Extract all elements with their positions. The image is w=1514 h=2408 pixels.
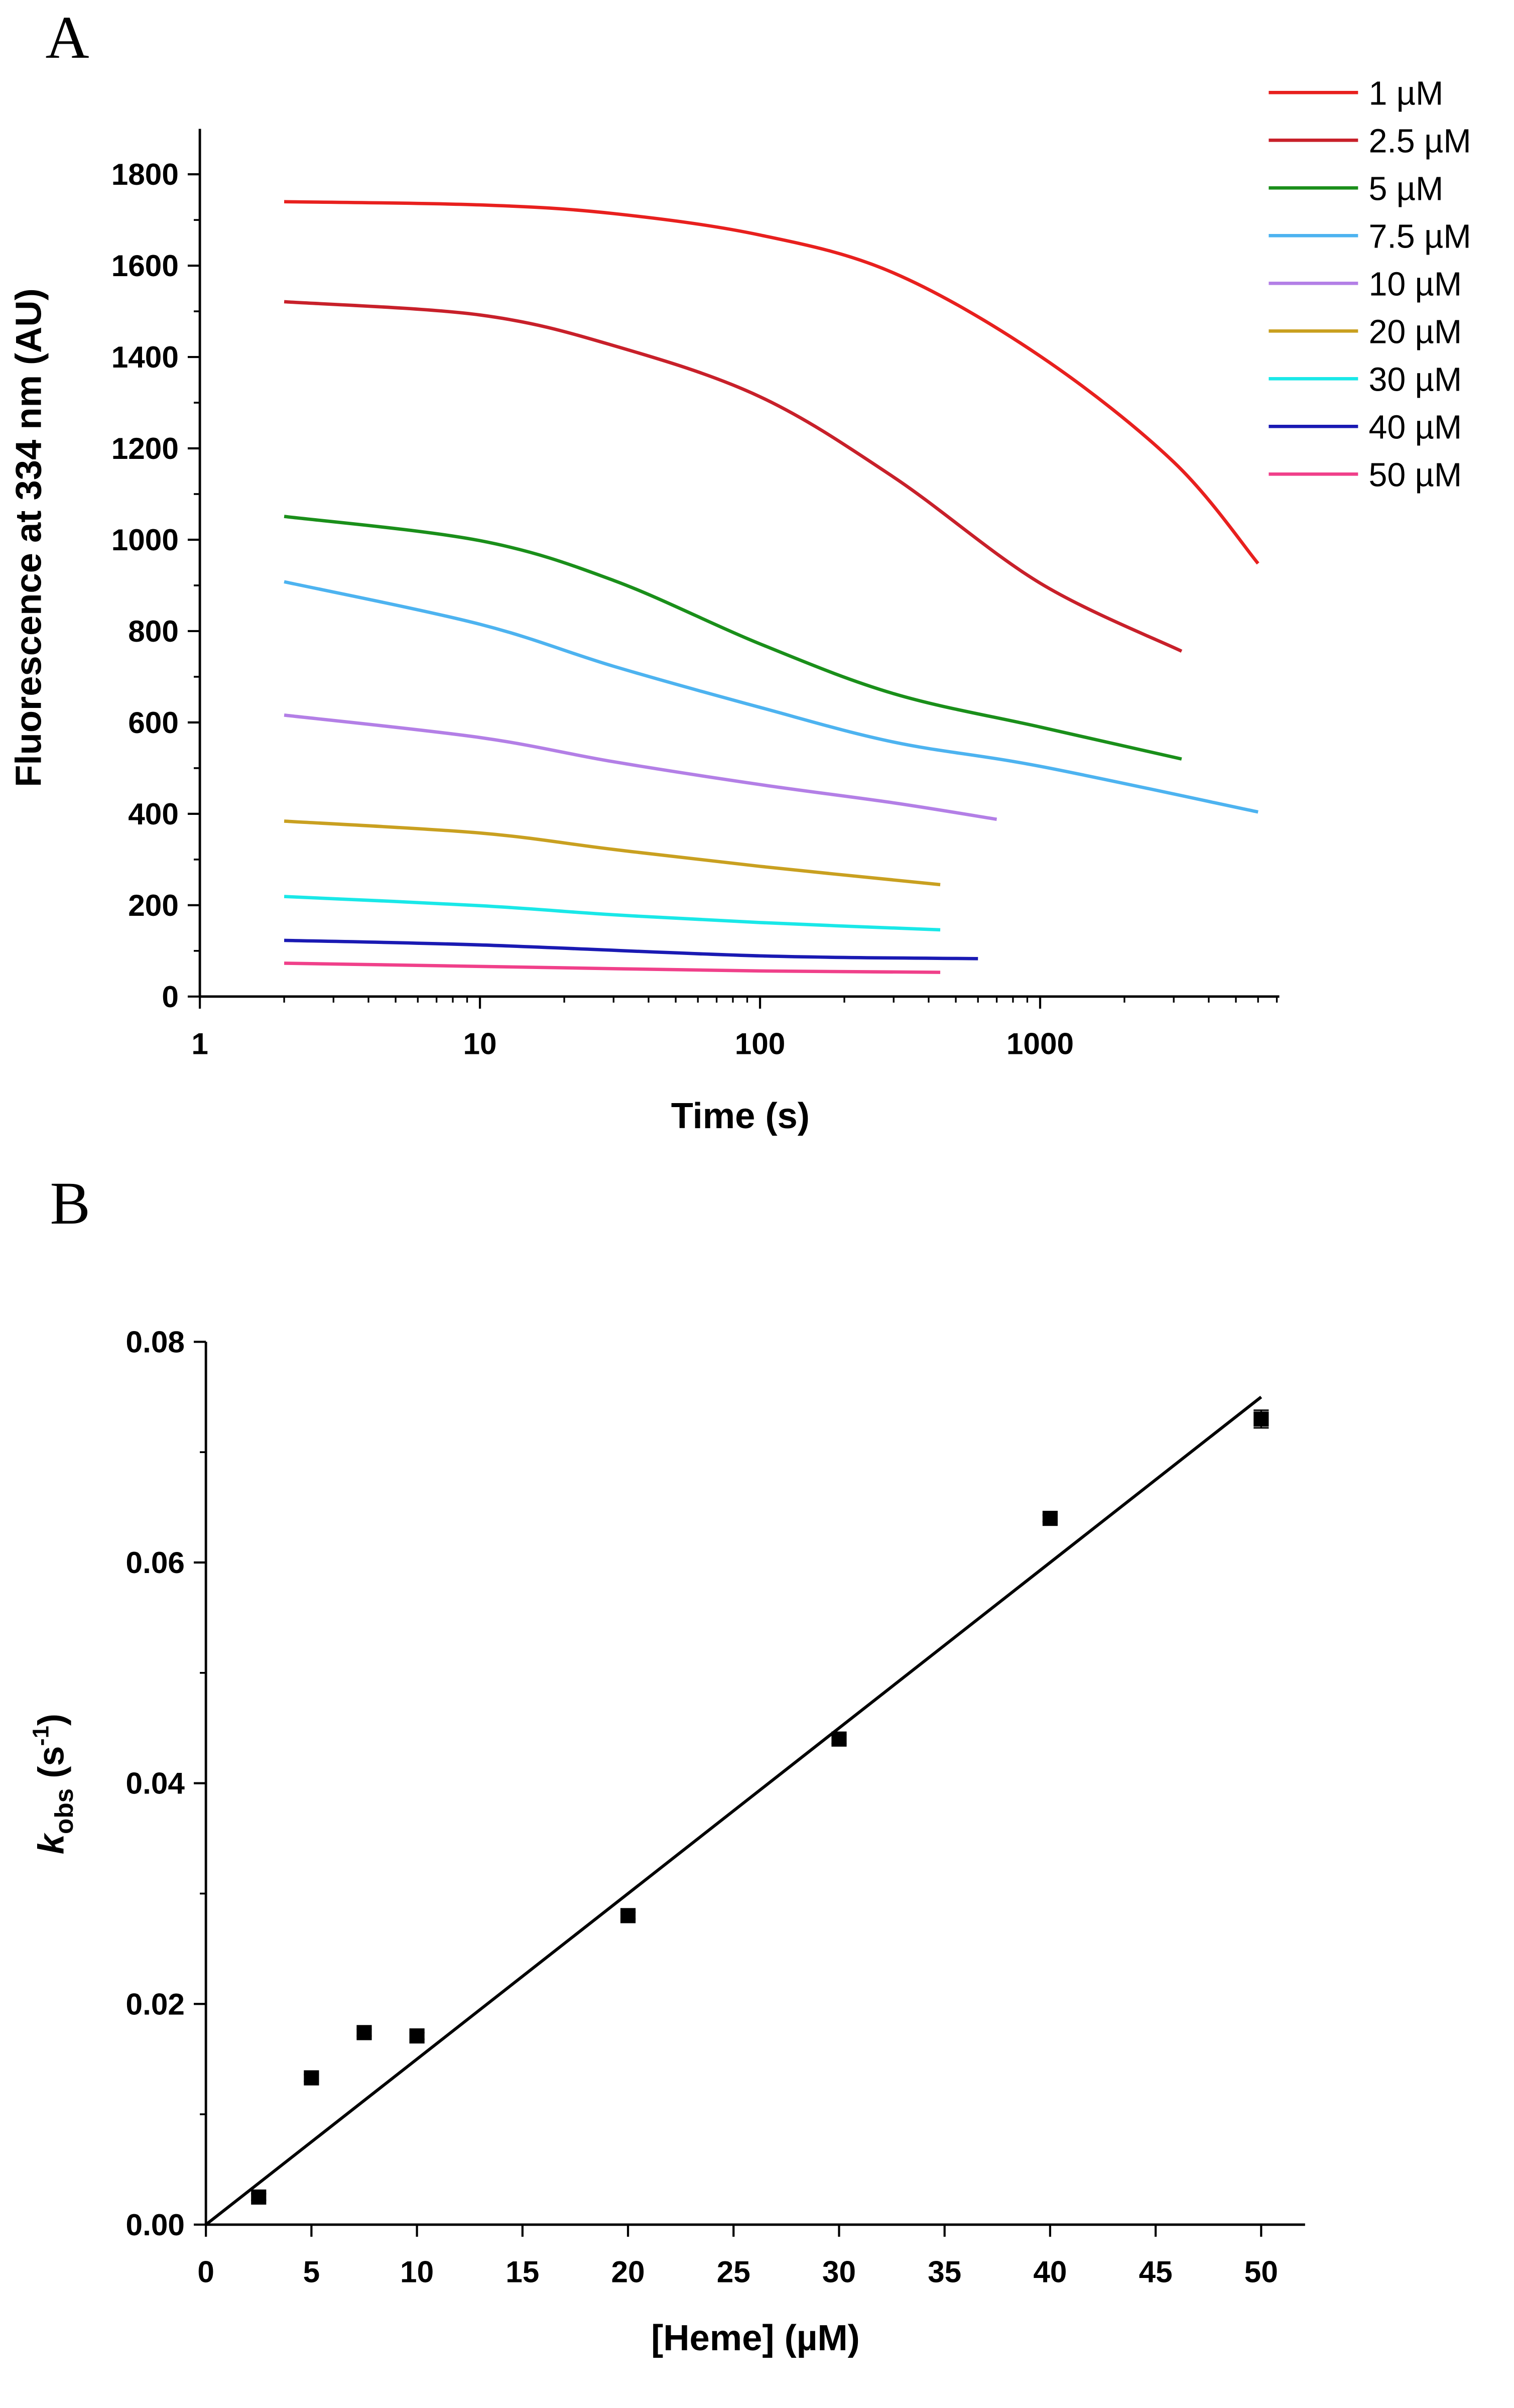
- legend-label: 5 µM: [1368, 170, 1443, 207]
- data-point: [251, 2189, 267, 2205]
- y-tick-label: 1600: [111, 249, 179, 283]
- x-tick-label: 5: [303, 2254, 320, 2289]
- x-tick-label: 10: [400, 2254, 434, 2289]
- chart-a: 0 200 400 600 800 1000 1200 1400 1600 1800 1 10 100 1…: [8, 75, 1471, 1136]
- y-tick-label: 400: [128, 797, 179, 831]
- series-line: [284, 580, 1258, 814]
- x-tick-label: 45: [1139, 2254, 1173, 2289]
- series-line: [284, 200, 1259, 565]
- series-line: [284, 713, 997, 821]
- y-label-k: k: [31, 1832, 72, 1854]
- y-tick-label: 1400: [111, 340, 179, 374]
- y-tick-label: 600: [128, 705, 179, 740]
- x-tick-label: 30: [822, 2254, 856, 2289]
- y-tick-label: 0.04: [126, 1766, 185, 1800]
- y-label-subscript: obs: [50, 1788, 78, 1834]
- x-tick-label: 1: [191, 1026, 208, 1060]
- x-tick-label: 10: [463, 1026, 497, 1060]
- y-tick-label: 200: [128, 888, 179, 922]
- fit-line: [205, 1395, 1263, 2226]
- legend-label: 1 µM: [1368, 75, 1443, 112]
- x-tick-label: 1000: [1006, 1026, 1074, 1060]
- series-line: [284, 515, 1182, 761]
- panel-label-a: A: [45, 4, 89, 71]
- y-tick-label: 800: [128, 614, 179, 648]
- series-line: [284, 961, 941, 974]
- y-tick-label: 0: [162, 980, 179, 1014]
- legend-label: 20 µM: [1368, 313, 1462, 350]
- data-point: [620, 1908, 636, 1923]
- data-point: [1253, 1411, 1269, 1427]
- chart-b: 0.00 0.02 0.04 0.06 0.08 0 5 10 15 20 25 30 35 40 45 50…: [28, 1325, 1305, 2358]
- y-tick-label: 1000: [111, 523, 179, 557]
- series-line: [284, 819, 941, 887]
- x-tick-label: 20: [611, 2254, 645, 2289]
- legend-label: 30 µM: [1368, 361, 1462, 398]
- series-line: [284, 938, 978, 960]
- x-axis-label: [Heme] (µM): [651, 2318, 860, 2358]
- legend-label: 50 µM: [1368, 456, 1462, 494]
- y-tick-label: 1800: [111, 157, 179, 191]
- data-point: [831, 1731, 847, 1747]
- x-tick-label: 35: [928, 2254, 961, 2289]
- x-tick-label: 15: [506, 2254, 539, 2289]
- series-line: [284, 895, 941, 932]
- y-tick-label: 0.00: [126, 2208, 185, 2242]
- x-tick-label: 0: [197, 2254, 214, 2289]
- y-tick-label: 0.08: [126, 1325, 185, 1359]
- legend-label: 10 µM: [1368, 266, 1462, 303]
- panel-label-b: B: [50, 1170, 90, 1237]
- y-label-unit: (s: [31, 1746, 72, 1788]
- y-tick-label: 0.06: [126, 1545, 185, 1580]
- legend-label: 2.5 µM: [1368, 123, 1471, 160]
- x-tick-label: 100: [735, 1026, 786, 1060]
- y-label-close: ): [31, 1714, 72, 1726]
- y-axis-label: kobs (s-1): [28, 1714, 78, 1854]
- series-line: [284, 300, 1183, 653]
- legend-label: 7.5 µM: [1368, 218, 1471, 255]
- y-axis-label: Fluorescence at 334 nm (AU): [8, 288, 49, 787]
- legend-label: 40 µM: [1368, 409, 1462, 446]
- x-axis-label: Time (s): [671, 1096, 810, 1136]
- data-point: [1042, 1511, 1058, 1526]
- data-point: [356, 2025, 372, 2040]
- y-tick-label: 1200: [111, 431, 179, 465]
- x-tick-label: 50: [1244, 2254, 1278, 2289]
- data-point: [409, 2028, 425, 2044]
- data-point: [304, 2070, 319, 2086]
- x-tick-label: 40: [1033, 2254, 1067, 2289]
- y-tick-label: 0.02: [126, 1987, 185, 2021]
- x-tick-label: 25: [717, 2254, 750, 2289]
- y-label-superscript: -1: [28, 1726, 54, 1746]
